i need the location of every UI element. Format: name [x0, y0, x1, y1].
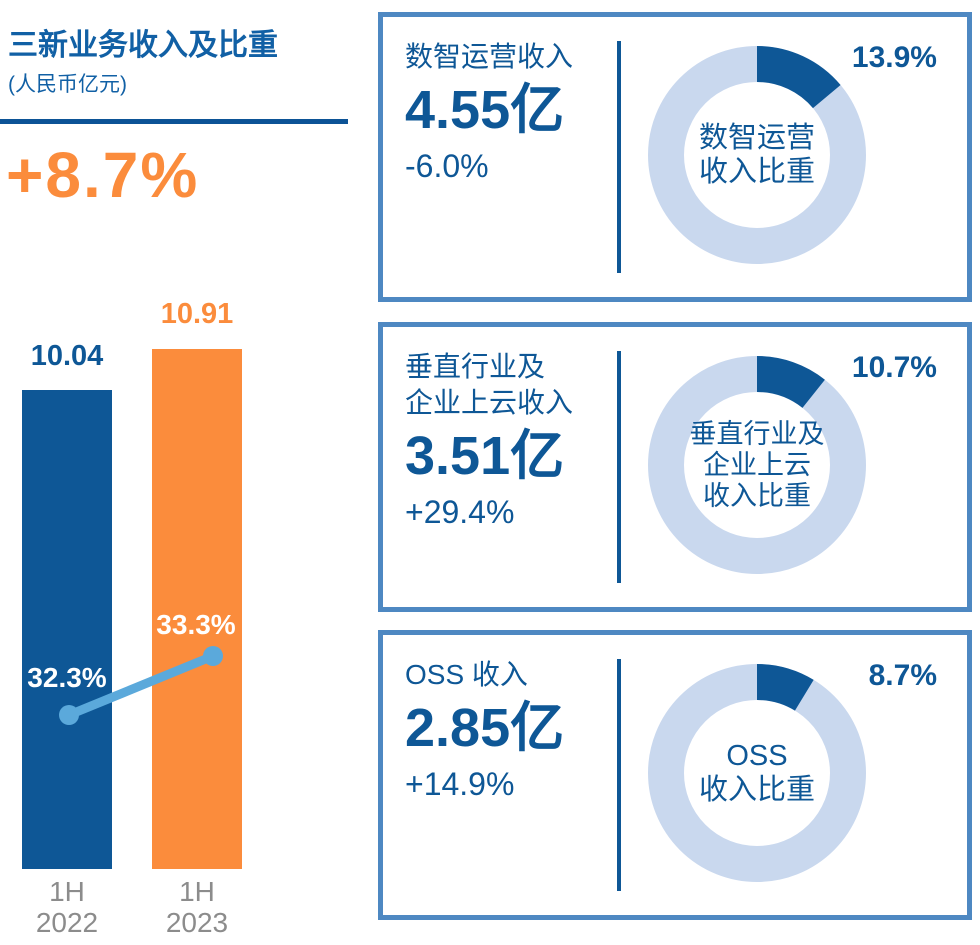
donut-share-value: 10.7% [851, 351, 937, 384]
card-divider [617, 41, 621, 273]
page-title: 三新业务收入及比重 [8, 29, 278, 62]
donut-center-line: 数智运营 [698, 122, 815, 154]
card-change: -6.0% [405, 148, 489, 184]
card-change: +29.4% [405, 494, 515, 530]
trend-point-1h2022 [59, 705, 79, 725]
donut-center-line: OSS [726, 740, 788, 772]
bar-1h2023 [152, 349, 242, 869]
card-amount: 2.85亿 [405, 698, 565, 758]
axis-label-line1: 1H [179, 876, 215, 907]
bar-1h2022 [22, 390, 112, 869]
card-label-line: 垂直行业及 [405, 351, 546, 382]
card-vertical-industry-cloud: 垂直行业及 企业上云收入 3.51亿 +29.4% 垂直行业及 企业上云 收入比… [378, 322, 972, 612]
donut-chart-oss: OSS 收入比重 [645, 661, 869, 885]
card-change: +14.9% [405, 766, 515, 802]
card-text-block: 垂直行业及 企业上云收入 3.51亿 +29.4% [405, 349, 615, 533]
bar-value-1h2023: 10.91 [160, 298, 234, 330]
donut-center-line: 收入比重 [703, 480, 811, 511]
donut-center-label: OSS 收入比重 [645, 661, 869, 885]
card-label-line: 企业上云收入 [405, 387, 574, 418]
title-underline [0, 119, 348, 124]
card-divider [617, 351, 621, 583]
donut-svg [648, 46, 866, 264]
donut-center-line: 收入比重 [698, 156, 815, 188]
donut-center-line: 垂直行业及 [689, 418, 825, 449]
card-amount: 3.51亿 [405, 426, 565, 486]
donut-chart-vertical-industry-cloud: 垂直行业及 企业上云 收入比重 [645, 353, 869, 577]
axis-label-line2: 2022 [35, 907, 99, 938]
card-oss: OSS 收入 2.85亿 +14.9% OSS 收入比重 8.7% [378, 630, 972, 920]
share-trend-line [59, 646, 223, 725]
donut-center-line: 企业上云 [703, 449, 811, 480]
card-label: OSS 收入 [405, 659, 528, 690]
donut-share-value: 8.7% [868, 659, 937, 692]
donut-svg [648, 356, 866, 574]
axis-label-1h2022: 1H 2022 [22, 876, 112, 938]
card-digital-operations: 数智运营收入 4.55亿 -6.0% 数智运营 收入比重 13.9% [378, 12, 972, 302]
share-label-1h2022: 32.3% [27, 662, 107, 693]
trend-point-1h2023 [203, 646, 223, 666]
axis-label-line2: 2023 [165, 907, 229, 938]
page-subtitle: (人民币亿元) [8, 73, 127, 96]
card-label: 数智运营收入 [405, 41, 574, 72]
bar-value-1h2022: 10.04 [30, 340, 104, 372]
donut-share-value: 13.9% [851, 41, 937, 74]
donut-center-label: 垂直行业及 企业上云 收入比重 [645, 353, 869, 577]
donut-svg [648, 664, 866, 882]
card-text-block: 数智运营收入 4.55亿 -6.0% [405, 39, 615, 187]
donut-center-line: 收入比重 [698, 774, 815, 806]
card-amount: 4.55亿 [405, 80, 565, 140]
axis-label-line1: 1H [49, 876, 85, 907]
axis-label-1h2023: 1H 2023 [152, 876, 242, 938]
card-text-block: OSS 收入 2.85亿 +14.9% [405, 657, 615, 805]
total-growth-value: +8.7% [6, 139, 200, 211]
donut-chart-digital-operations: 数智运营 收入比重 [645, 43, 869, 267]
donut-center-label: 数智运营 收入比重 [645, 43, 869, 267]
card-divider [617, 659, 621, 891]
card-label: 垂直行业及 企业上云收入 [405, 349, 615, 421]
share-label-1h2023: 33.3% [156, 609, 236, 640]
